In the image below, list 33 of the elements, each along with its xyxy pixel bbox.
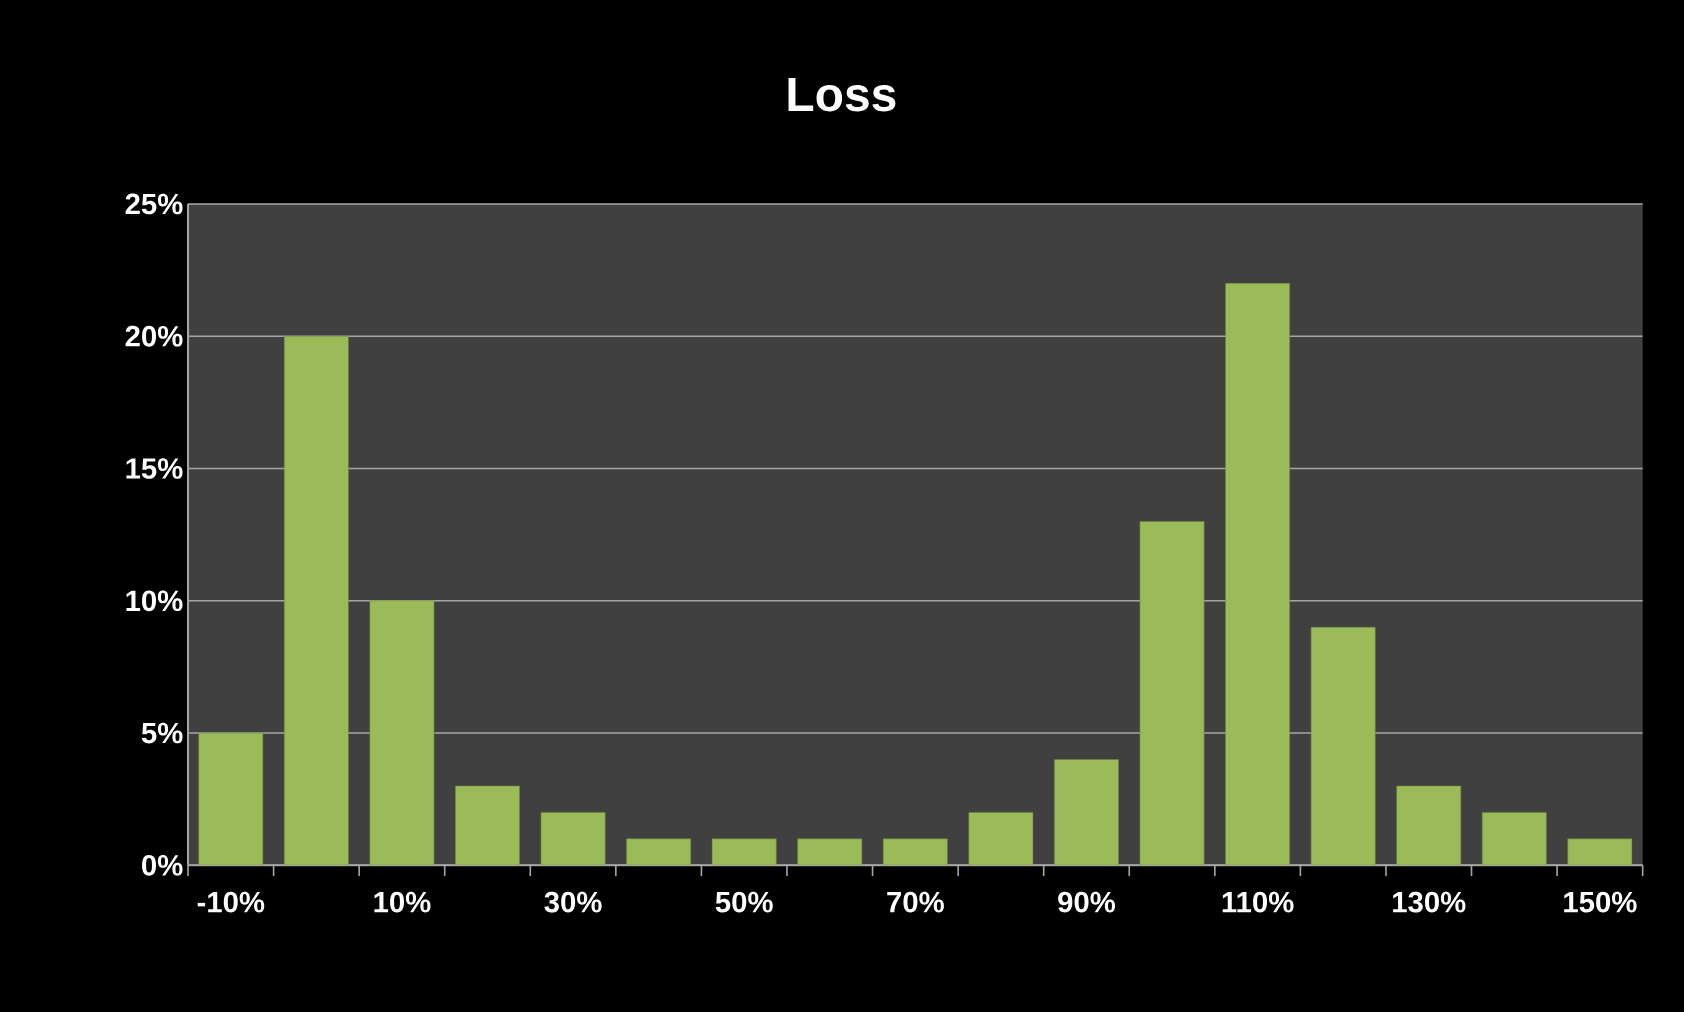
- x-tick-label: 150%: [1564, 891, 1637, 913]
- x-tick-label: 130%: [1393, 891, 1466, 913]
- bar: [369, 600, 435, 866]
- bar: [455, 785, 520, 866]
- bar: [198, 732, 264, 866]
- bar: [1054, 759, 1119, 866]
- bar: [1310, 626, 1376, 866]
- bar: [882, 838, 948, 866]
- bar: [1396, 785, 1462, 866]
- bar: [797, 838, 863, 866]
- bar: [626, 838, 691, 866]
- bar: [1481, 812, 1547, 866]
- x-tick-label: -10%: [197, 891, 265, 913]
- bar: [711, 838, 777, 866]
- x-tick-label: 70%: [887, 891, 944, 913]
- y-tick-label: 25%: [125, 193, 183, 215]
- bar: [540, 812, 606, 866]
- bar: [968, 812, 1034, 866]
- y-tick-label: 20%: [125, 325, 183, 347]
- bar: [1225, 283, 1290, 866]
- x-tick-label: 110%: [1222, 891, 1294, 913]
- x-tick-label: 50%: [715, 891, 773, 913]
- x-tick-label: 10%: [374, 891, 431, 913]
- y-tick-label: 15%: [126, 458, 183, 479]
- y-tick-label: 10%: [126, 590, 183, 612]
- bar: [1567, 838, 1633, 866]
- chart-title: Loss: [788, 77, 896, 112]
- x-tick-label: 90%: [1058, 891, 1116, 913]
- bar: [1139, 521, 1205, 866]
- y-tick-label: 5%: [141, 722, 183, 744]
- y-tick-label: 0%: [142, 854, 183, 876]
- bar: [284, 335, 349, 866]
- x-tick-label: 30%: [544, 891, 602, 913]
